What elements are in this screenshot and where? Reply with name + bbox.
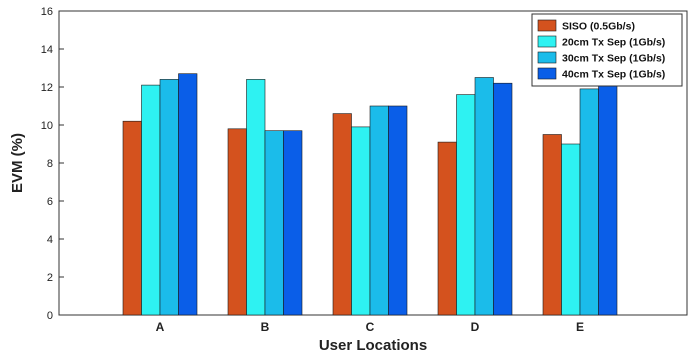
legend-swatch [537, 51, 557, 64]
bar-d-series-4 [493, 82, 513, 316]
bars [122, 73, 618, 316]
y-tick-label: 2 [47, 272, 53, 284]
y-tick-label: 16 [41, 6, 53, 18]
legend-swatch [537, 67, 557, 80]
legend-label: 20cm Tx Sep (1Gb/s) [562, 37, 665, 49]
legend-label: 40cm Tx Sep (1Gb/s) [562, 69, 665, 81]
bar-b-series-3 [264, 130, 284, 316]
y-tick-label: 4 [47, 234, 53, 246]
x-tick-label: D [471, 320, 480, 334]
bar-e-series-2 [561, 143, 581, 316]
y-tick-label: 8 [47, 158, 53, 170]
legend-label: 30cm Tx Sep (1Gb/s) [562, 53, 665, 65]
y-axis: 0 2 4 6 8 10 12 14 16 [41, 6, 64, 322]
bar-b-series-1 [227, 128, 247, 316]
legend-swatch [537, 19, 557, 32]
bar-d-series-2 [456, 94, 476, 316]
bar-e-series-3 [579, 88, 599, 316]
bar-b-series-4 [283, 130, 303, 316]
x-tick-label: C [366, 320, 375, 334]
x-tick-label: E [576, 320, 584, 334]
legend: SISO (0.5Gb/s) 20cm Tx Sep (1Gb/s) 30cm Tx… [531, 13, 683, 87]
bar-b-series-2 [246, 79, 266, 316]
bar-a-series-2 [141, 84, 161, 316]
x-tick-label: B [261, 320, 270, 334]
y-tick-label: 6 [47, 196, 53, 208]
bar-a-series-1 [122, 120, 142, 316]
y-axis-label: EVM (%) [9, 133, 26, 193]
bar-a-series-4 [178, 73, 198, 316]
bar-c-series-4 [388, 105, 408, 316]
legend-label: SISO (0.5Gb/s) [562, 21, 635, 33]
x-tick-label: A [156, 320, 165, 334]
y-tick-label: 0 [47, 310, 53, 322]
y-tick-label: 10 [41, 120, 53, 132]
legend-swatch [537, 35, 557, 48]
bar-e-series-4 [598, 84, 618, 316]
bar-c-series-1 [332, 113, 352, 316]
y-tick-label: 12 [41, 82, 53, 94]
bar-d-series-3 [474, 77, 494, 316]
bar-d-series-1 [437, 141, 457, 316]
x-axis-label: User Locations [319, 337, 427, 354]
bar-c-series-2 [351, 126, 371, 316]
bar-e-series-1 [542, 134, 562, 316]
y-tick-label: 14 [41, 44, 53, 56]
bar-a-series-3 [159, 79, 179, 316]
bar-c-series-3 [369, 105, 389, 316]
legend-box [531, 13, 683, 87]
